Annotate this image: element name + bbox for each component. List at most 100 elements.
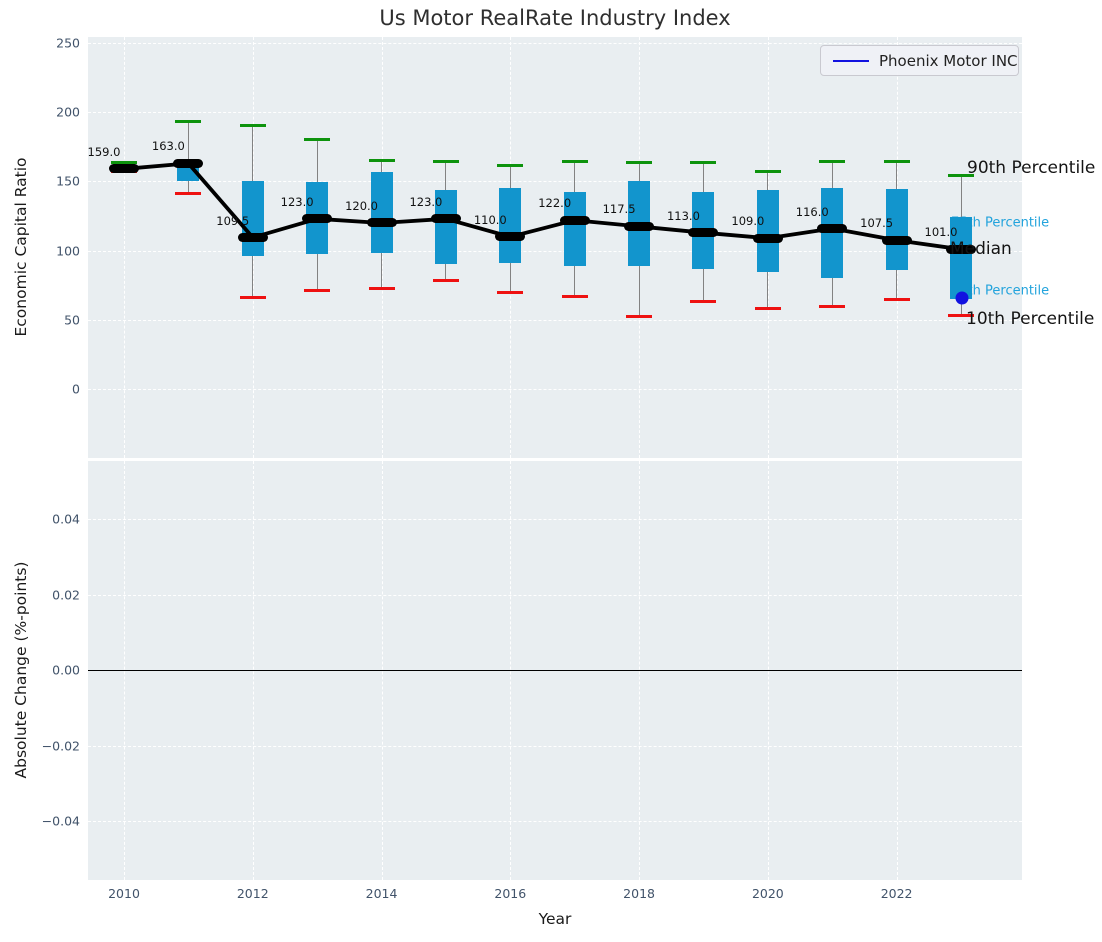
annotation-75th-percentile: 75th Percentile <box>951 215 1050 231</box>
annotation-median: Median <box>950 239 1012 260</box>
median-marker <box>109 164 139 174</box>
median-value-label: 123.0 <box>280 194 314 209</box>
median-value-label: 110.0 <box>473 212 507 227</box>
median-value-label: 107.5 <box>860 216 894 231</box>
x-tick-label: 2010 <box>108 886 140 901</box>
bottom-y-tick-label: 0.02 <box>52 587 80 602</box>
annotation-25th-percentile: 25th Percentile <box>951 283 1050 299</box>
gridline-vertical <box>124 37 125 458</box>
annotation-10th-percentile: 10th Percentile <box>966 309 1095 330</box>
annotation-90th-percentile: 90th Percentile <box>967 158 1096 179</box>
median-value-label: 159.0 <box>87 144 121 159</box>
median-value-label: 116.0 <box>795 204 829 219</box>
x-tick-label: 2018 <box>623 886 655 901</box>
iqr-box <box>563 191 586 266</box>
bottom-plot-area <box>88 461 1022 880</box>
zero-change-line <box>88 670 1022 671</box>
median-line <box>123 161 962 252</box>
phoenix-motor-data-point <box>955 291 969 305</box>
cap-90th-percentile <box>754 169 781 173</box>
bottom-y-tick-label: −0.02 <box>41 738 80 753</box>
iqr-box <box>950 216 972 300</box>
iqr-box <box>370 172 393 253</box>
gridline-horizontal <box>88 112 1022 114</box>
top-y-tick-label: 250 <box>56 35 80 51</box>
gridline-horizontal <box>88 519 1022 520</box>
cap-90th-percentile <box>690 161 717 165</box>
top-y-tick-label: 150 <box>56 173 80 189</box>
x-tick-label: 2022 <box>880 886 913 901</box>
gridline-horizontal <box>88 594 1022 596</box>
bottom-y-tick-label: −0.04 <box>41 813 80 829</box>
median-marker <box>817 224 848 234</box>
median-marker <box>366 218 397 228</box>
iqr-box <box>434 190 457 264</box>
median-value-label: 123.0 <box>409 194 443 209</box>
cap-90th-percentile <box>883 160 910 164</box>
gridline-horizontal <box>88 389 1022 391</box>
median-marker <box>946 244 976 254</box>
cap-10th-percentile <box>948 313 974 317</box>
gridline-horizontal <box>88 250 1022 252</box>
chart-title: Us Motor RealRate Industry Index <box>379 6 731 30</box>
cap-10th-percentile <box>754 306 781 310</box>
median-value-label: 163.0 <box>151 139 185 154</box>
cap-10th-percentile <box>368 287 395 291</box>
median-marker <box>752 233 783 243</box>
cap-10th-percentile <box>819 305 846 309</box>
median-marker <box>495 232 526 242</box>
bottom-y-tick-label: 0.00 <box>52 662 80 678</box>
median-value-label: 117.5 <box>602 202 636 217</box>
top-y-tick-label: 50 <box>64 312 80 328</box>
median-value-label: 101.0 <box>924 225 958 240</box>
x-tick-label: 2012 <box>236 886 269 901</box>
legend: Phoenix Motor INC <box>820 45 1019 76</box>
gridline-horizontal <box>88 42 1022 44</box>
cap-90th-percentile <box>368 159 395 163</box>
x-axis-label: Year <box>538 910 572 928</box>
legend-label: Phoenix Motor INC <box>879 51 1018 70</box>
cap-10th-percentile <box>626 315 653 319</box>
median-value-label: 109.0 <box>731 214 765 229</box>
cap-90th-percentile <box>497 163 524 167</box>
iqr-box <box>756 189 779 273</box>
iqr-box <box>885 189 908 271</box>
median-marker <box>559 215 590 225</box>
median-marker <box>302 214 333 224</box>
iqr-box <box>821 188 844 278</box>
median-value-label: 120.0 <box>345 198 378 213</box>
median-value-label: 109.5 <box>216 213 250 228</box>
cap-90th-percentile <box>432 159 459 163</box>
gridline-horizontal <box>88 320 1022 321</box>
cap-90th-percentile <box>561 160 588 164</box>
median-value-label: 113.0 <box>666 208 700 223</box>
cap-10th-percentile <box>304 289 331 293</box>
median-marker <box>881 235 912 245</box>
cap-10th-percentile <box>239 296 266 300</box>
cap-90th-percentile <box>304 137 331 141</box>
cap-90th-percentile <box>175 120 202 124</box>
top-y-axis-label: Economic Capital Ratio <box>12 157 30 337</box>
median-marker <box>624 221 655 231</box>
cap-10th-percentile <box>561 294 588 298</box>
median-marker <box>173 158 204 168</box>
median-marker <box>237 233 268 243</box>
top-y-tick-label: 0 <box>72 381 80 397</box>
x-tick-label: 2020 <box>751 886 784 901</box>
cap-90th-percentile <box>111 161 137 165</box>
whisker-line <box>187 121 189 194</box>
median-marker <box>688 228 719 238</box>
cap-10th-percentile <box>690 300 717 304</box>
cap-10th-percentile <box>883 298 910 302</box>
legend-line-swatch <box>833 59 869 62</box>
gridline-horizontal <box>88 745 1022 747</box>
cap-90th-percentile <box>239 124 266 128</box>
gridline-horizontal <box>88 821 1022 822</box>
bottom-y-tick-label: 0.04 <box>52 511 80 527</box>
iqr-box <box>499 188 522 264</box>
cap-90th-percentile <box>626 161 653 165</box>
cap-90th-percentile <box>819 160 846 164</box>
cap-10th-percentile <box>497 290 524 294</box>
top-y-tick-label: 100 <box>56 243 80 259</box>
